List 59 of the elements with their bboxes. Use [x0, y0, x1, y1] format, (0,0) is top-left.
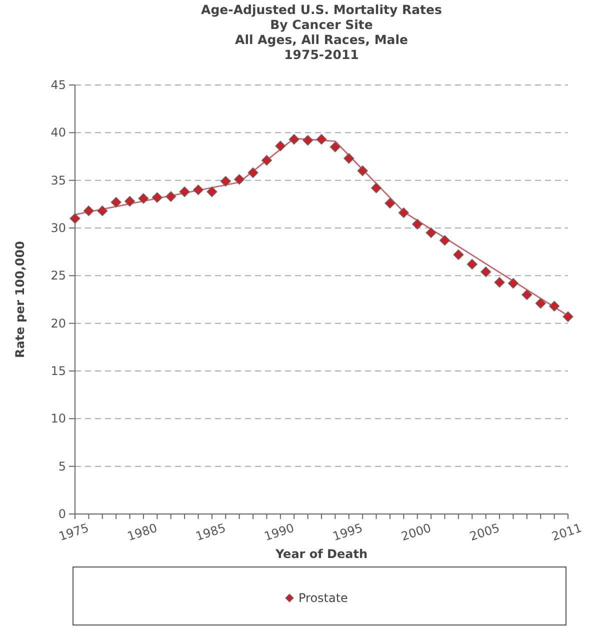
y-tick-label: 45 [50, 78, 66, 92]
point [412, 218, 423, 230]
y-tick-label: 40 [50, 126, 66, 140]
point [70, 213, 80, 224]
point [110, 197, 122, 208]
point [453, 249, 464, 260]
point [398, 207, 409, 218]
point [288, 134, 300, 145]
y-axis-title: Rate per 100,000 [13, 241, 27, 358]
x-tick-label: 1985 [194, 520, 228, 544]
point [179, 186, 190, 198]
point [138, 193, 149, 204]
x-tick-label: 2000 [399, 520, 433, 544]
y-tick-label: 10 [50, 412, 66, 426]
point [275, 140, 286, 152]
point [384, 198, 396, 208]
point [220, 176, 231, 187]
y-tick-label: 35 [50, 173, 66, 188]
point [234, 174, 245, 185]
x-tick-label: 1980 [126, 520, 159, 544]
point [261, 155, 272, 166]
legend-label: Prostate [298, 591, 348, 605]
point [440, 235, 450, 246]
point [562, 311, 574, 322]
point [508, 278, 518, 289]
point [152, 192, 162, 203]
x-tick-label: 1995 [330, 520, 364, 544]
x-tick-label: 2005 [468, 520, 502, 544]
y-tick-label: 0 [58, 507, 66, 521]
point [83, 206, 94, 216]
point [302, 135, 314, 146]
point [330, 142, 340, 152]
point [206, 186, 218, 198]
y-tick-label: 5 [58, 459, 66, 474]
point [316, 134, 327, 145]
x-tick-label: 1975 [57, 520, 90, 544]
y-tick-label: 30 [50, 221, 66, 235]
point [466, 258, 478, 270]
y-tick-label: 25 [50, 268, 66, 283]
point [344, 153, 354, 164]
point [480, 266, 492, 278]
y-tick-label: 20 [50, 316, 66, 330]
point [97, 206, 108, 216]
point [248, 167, 258, 178]
chart-title: Age-Adjusted U.S. Mortality Rates By Cancer Site All Ages, All Races, Male 1975-2011 [201, 2, 442, 62]
x-tick-label: 1990 [262, 520, 296, 544]
point [426, 228, 436, 238]
x-tick-label: 2011 [550, 520, 584, 544]
point [166, 191, 176, 202]
point [357, 166, 368, 176]
y-tick-label: 15 [50, 364, 66, 378]
point [494, 277, 505, 288]
point [522, 289, 532, 300]
point [549, 300, 560, 312]
x-axis-title: Year of Death [274, 547, 368, 561]
point [193, 184, 204, 196]
point [124, 196, 136, 207]
point [535, 298, 546, 309]
point [371, 182, 382, 194]
